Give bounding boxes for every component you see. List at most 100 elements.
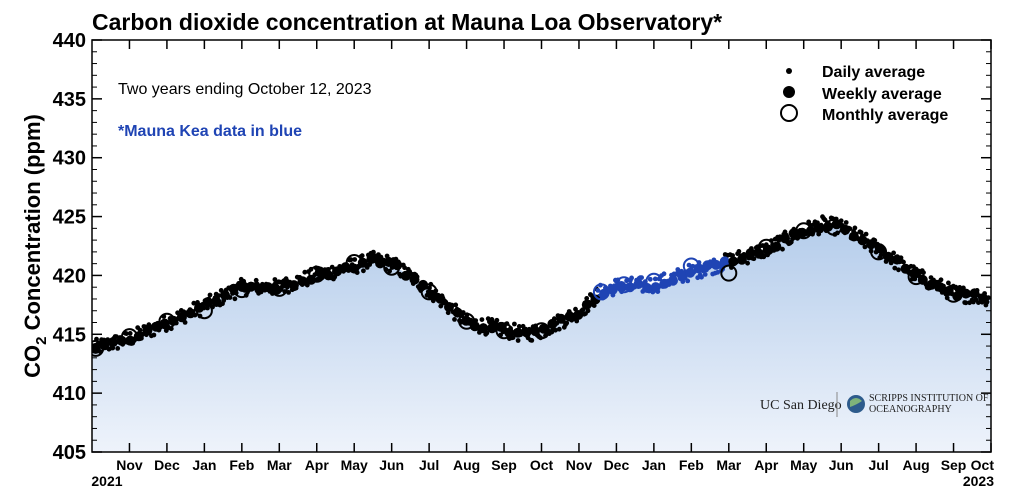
daily-point	[124, 331, 129, 336]
daily-point	[892, 265, 898, 271]
daily-point	[515, 338, 521, 343]
daily-point	[556, 326, 562, 332]
weekly-point	[435, 293, 446, 304]
x-month-label: Dec	[154, 457, 180, 473]
daily-point	[253, 277, 259, 283]
x-month-label: Mar	[267, 457, 292, 473]
daily-point	[780, 246, 785, 252]
weekly-point	[547, 318, 558, 329]
monthly-average-point	[825, 218, 843, 236]
daily-point	[516, 324, 522, 329]
weekly-point	[323, 270, 334, 281]
x-month-label: May	[790, 457, 817, 473]
x-month-label: Aug	[453, 457, 480, 473]
x-month-label: Oct	[530, 457, 554, 473]
daily-point	[862, 244, 868, 250]
weekly-point	[736, 254, 747, 265]
monthly-average-point	[92, 339, 105, 357]
weekly-point	[220, 290, 230, 301]
mauna-kea-daily-point	[699, 274, 704, 280]
mauna-kea-daily-point	[702, 272, 708, 277]
daily-point	[371, 249, 376, 255]
mauna-kea-daily-point	[685, 278, 691, 284]
weekly-point	[960, 288, 971, 299]
monthly-average-point	[615, 276, 633, 294]
daily-point	[549, 329, 555, 335]
weekly-point	[400, 270, 411, 281]
x-month-label: Nov	[116, 457, 143, 473]
mauna-kea-weekly-point	[711, 259, 722, 270]
weekly-point	[349, 263, 360, 274]
daily-point	[191, 300, 197, 306]
monthly-average-point	[682, 257, 700, 275]
mauna-kea-weekly-point	[633, 279, 644, 289]
daily-point	[584, 296, 590, 301]
monthly-average-point	[495, 322, 513, 340]
daily-point	[843, 220, 849, 225]
daily-point	[115, 346, 121, 351]
daily-point	[512, 321, 517, 327]
x-month-label: Feb	[229, 457, 254, 473]
weekly-point	[478, 323, 489, 334]
daily-point	[888, 260, 894, 266]
daily-point	[736, 249, 742, 254]
daily-point	[938, 277, 944, 283]
weekly-point	[892, 254, 902, 265]
legend-weekly-marker	[783, 86, 795, 98]
x-month-label: Dec	[604, 457, 630, 473]
weekly-point	[900, 263, 911, 274]
weekly-point	[340, 262, 351, 273]
monthly-average-point	[907, 268, 925, 286]
weekly-point	[202, 297, 213, 308]
daily-point	[232, 296, 238, 302]
monthly-average-point	[592, 283, 610, 301]
monthly-average-point	[757, 238, 775, 256]
legend-daily-label: Daily average	[822, 64, 925, 81]
mauna-kea-weekly-point	[668, 275, 678, 286]
weekly-point	[581, 299, 592, 310]
weekly-point	[297, 276, 308, 287]
weekly-point	[116, 335, 127, 346]
mauna-kea-daily-point	[652, 276, 658, 282]
mauna-kea-weekly-point	[702, 260, 713, 271]
weekly-point	[754, 248, 765, 259]
y-axis-label: CO2 Concentration (ppm)	[20, 114, 50, 378]
logos: UC San Diego SCRIPPS INSTITUTION OF OCEA…	[760, 392, 989, 417]
mauna-kea-weekly-point	[642, 283, 653, 293]
x-month-label: Apr	[754, 457, 779, 473]
legend-daily-marker	[786, 68, 792, 74]
weekly-point	[762, 244, 773, 255]
x-month-label: Jun	[379, 457, 404, 473]
y-tick-label: 415	[53, 324, 86, 346]
daily-point	[878, 252, 884, 258]
weekly-point	[108, 337, 118, 348]
weekly-point	[487, 323, 498, 334]
weekly-point	[935, 282, 946, 293]
daily-point	[479, 317, 485, 322]
mauna-kea-weekly-point	[676, 269, 687, 280]
weekly-point	[564, 311, 575, 322]
daily-point	[564, 320, 570, 326]
monthly-average-point	[645, 272, 663, 290]
monthly-average-point	[158, 312, 176, 330]
weekly-point	[254, 284, 265, 295]
x-month-label: Oct	[971, 457, 995, 473]
monthly-average-point	[720, 264, 738, 282]
monthly-average-point	[270, 279, 288, 297]
daily-point	[286, 290, 291, 295]
daily-point	[863, 231, 869, 237]
weekly-point	[452, 307, 463, 318]
daily-point	[946, 280, 951, 286]
mauna-kea-daily-point	[629, 275, 634, 281]
monthly-average-point	[945, 285, 962, 303]
daily-point	[207, 292, 213, 298]
daily-point	[963, 300, 969, 306]
daily-point	[901, 259, 906, 265]
date-annotation: Two years ending October 12, 2023	[118, 81, 372, 98]
monthly-average-point	[195, 302, 213, 320]
mauna-kea-weekly-point	[607, 284, 618, 295]
weekly-point	[728, 256, 739, 267]
weekly-point	[512, 327, 523, 338]
weekly-point	[814, 223, 825, 234]
weekly-point	[926, 279, 937, 290]
